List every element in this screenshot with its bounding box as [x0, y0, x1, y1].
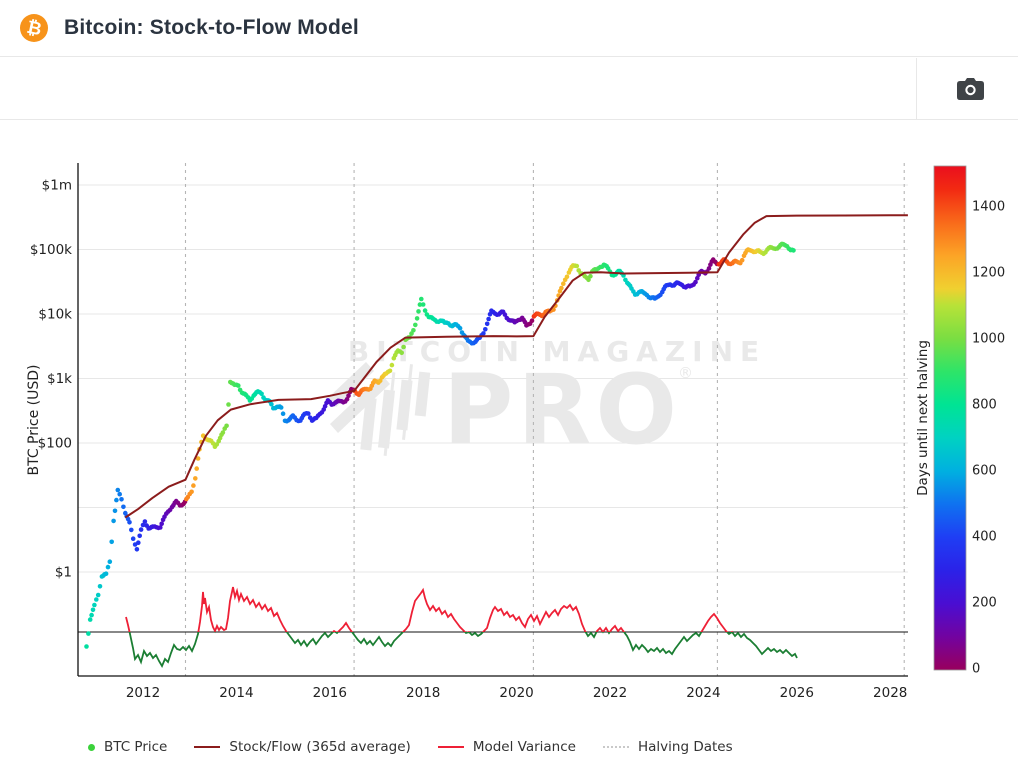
- btc-price-scatter: [84, 241, 796, 649]
- svg-text:2012: 2012: [126, 685, 160, 701]
- svg-text:$10k: $10k: [38, 307, 72, 323]
- model-variance-swatch-icon: [437, 746, 464, 748]
- legend-item-halving-dates[interactable]: Halving Dates: [602, 739, 733, 755]
- stock-flow-swatch-icon: [194, 746, 221, 748]
- svg-text:0: 0: [972, 662, 980, 677]
- svg-text:600: 600: [972, 464, 997, 479]
- svg-text:1400: 1400: [972, 200, 1005, 215]
- x-tick-labels: 2012 2014 2016 2018 2020 2022 2024 2026 2028: [126, 685, 908, 701]
- page-title: Bitcoin: Stock-to-Flow Model: [64, 16, 359, 39]
- colorbar-tick-labels: 0 200 400 600 800 1000 1200 1400: [972, 200, 1005, 677]
- legend-label: Stock/Flow (365d average): [229, 739, 411, 755]
- watermark-line1: BITCOIN MAGAZINE: [348, 335, 766, 368]
- svg-text:$100: $100: [38, 436, 72, 452]
- legend-item-model-variance[interactable]: Model Variance: [437, 739, 576, 755]
- legend-label: Halving Dates: [637, 739, 733, 755]
- model-variance-line-above: [125, 586, 739, 632]
- y-axis-title: BTC Price (USD): [26, 364, 42, 475]
- watermark-line2: PRO: [443, 354, 681, 466]
- chart-legend: BTC Price Stock/Flow (365d average) Mode…: [88, 739, 733, 755]
- y-tick-labels: $1m $100k $10k $1k $100 $1: [30, 178, 72, 581]
- svg-text:400: 400: [972, 530, 997, 545]
- watermark: BITCOIN MAGAZINE ® PRO: [328, 335, 766, 466]
- legend-label: BTC Price: [104, 739, 168, 755]
- svg-text:2022: 2022: [593, 685, 627, 701]
- bitcoin-glyph: ₿: [24, 16, 44, 40]
- halving-date-lines: [184, 163, 905, 676]
- svg-text:2016: 2016: [313, 685, 347, 701]
- legend-label: Model Variance: [472, 739, 576, 755]
- bmpro-logo-icon: [328, 362, 431, 456]
- model-variance-line-below: [128, 632, 798, 668]
- svg-text:$100k: $100k: [30, 242, 72, 258]
- colorbar-gradient: [933, 165, 967, 671]
- colorbar-title: Days until next halving: [915, 340, 931, 496]
- legend-item-stock-flow[interactable]: Stock/Flow (365d average): [194, 739, 411, 755]
- svg-text:2024: 2024: [686, 685, 720, 701]
- camera-button[interactable]: [946, 71, 994, 107]
- toolbar: [0, 58, 1018, 120]
- bitcoin-icon: ₿: [20, 14, 48, 42]
- svg-text:800: 800: [972, 398, 997, 413]
- svg-text:$1k: $1k: [47, 371, 72, 387]
- svg-text:2028: 2028: [873, 685, 907, 701]
- svg-text:1200: 1200: [972, 266, 1005, 281]
- svg-text:2018: 2018: [406, 685, 440, 701]
- header: ₿ Bitcoin: Stock-to-Flow Model: [0, 0, 1018, 57]
- svg-text:1000: 1000: [972, 332, 1005, 347]
- legend-item-btc-price[interactable]: BTC Price: [88, 739, 167, 755]
- svg-text:2026: 2026: [780, 685, 814, 701]
- camera-icon: [956, 78, 984, 100]
- svg-text:2014: 2014: [219, 685, 253, 701]
- svg-text:2020: 2020: [499, 685, 533, 701]
- watermark-registered: ®: [678, 364, 693, 382]
- halving-dates-swatch-icon: [602, 746, 629, 748]
- stock-to-flow-line: [124, 214, 908, 519]
- svg-text:$1m: $1m: [42, 178, 72, 194]
- colorbar: 0 200 400 600 800 1000 1200 1400 Days until nex…: [915, 165, 1005, 677]
- toolbar-divider: [916, 58, 917, 119]
- btc-price-swatch-icon: [88, 743, 95, 751]
- svg-text:$1: $1: [55, 565, 72, 581]
- svg-text:200: 200: [972, 596, 997, 611]
